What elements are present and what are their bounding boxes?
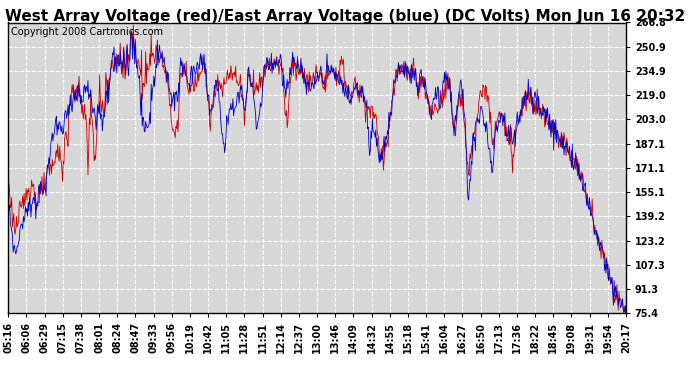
Text: West Array Voltage (red)/East Array Voltage (blue) (DC Volts) Mon Jun 16 20:32: West Array Voltage (red)/East Array Volt…: [5, 9, 685, 24]
Text: Copyright 2008 Cartronics.com: Copyright 2008 Cartronics.com: [11, 27, 164, 37]
